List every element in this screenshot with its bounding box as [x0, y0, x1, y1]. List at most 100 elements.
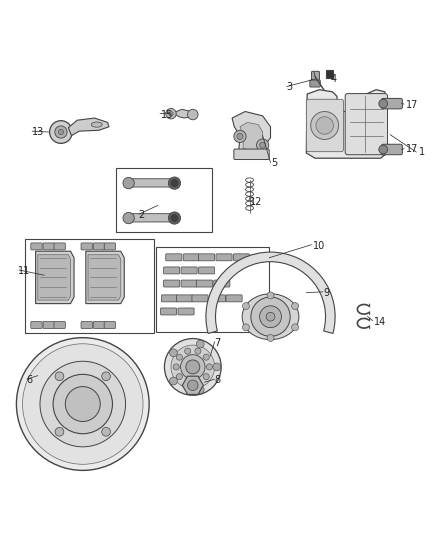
Circle shape — [267, 335, 274, 342]
Circle shape — [177, 374, 183, 379]
Polygon shape — [35, 251, 74, 304]
FancyBboxPatch shape — [226, 295, 242, 302]
Circle shape — [22, 344, 143, 464]
FancyBboxPatch shape — [209, 295, 226, 302]
Circle shape — [173, 364, 179, 370]
FancyBboxPatch shape — [177, 295, 193, 302]
Text: 13: 13 — [32, 127, 44, 137]
Circle shape — [58, 130, 64, 135]
Circle shape — [237, 133, 243, 140]
Circle shape — [257, 139, 269, 151]
Circle shape — [292, 303, 299, 310]
FancyBboxPatch shape — [214, 280, 230, 287]
Circle shape — [292, 324, 299, 331]
Circle shape — [123, 212, 134, 224]
FancyBboxPatch shape — [310, 80, 320, 87]
Text: 1: 1 — [419, 147, 425, 157]
Circle shape — [171, 215, 178, 222]
Circle shape — [260, 142, 266, 148]
Circle shape — [171, 345, 215, 389]
Circle shape — [213, 363, 221, 371]
FancyBboxPatch shape — [325, 70, 333, 78]
Circle shape — [180, 354, 205, 379]
FancyBboxPatch shape — [81, 243, 92, 250]
Ellipse shape — [91, 122, 102, 127]
Circle shape — [49, 120, 72, 143]
Circle shape — [168, 212, 180, 224]
FancyBboxPatch shape — [104, 243, 116, 250]
Circle shape — [311, 111, 339, 140]
Polygon shape — [68, 118, 109, 135]
FancyBboxPatch shape — [181, 280, 197, 287]
Circle shape — [102, 372, 110, 381]
Circle shape — [316, 117, 333, 134]
Circle shape — [266, 312, 275, 321]
Polygon shape — [240, 123, 263, 151]
Circle shape — [185, 348, 191, 354]
FancyBboxPatch shape — [104, 321, 116, 328]
Circle shape — [185, 379, 191, 386]
Text: 17: 17 — [406, 144, 418, 155]
Circle shape — [203, 354, 209, 360]
FancyBboxPatch shape — [183, 254, 199, 261]
FancyBboxPatch shape — [43, 243, 54, 250]
Text: 10: 10 — [313, 240, 325, 251]
FancyBboxPatch shape — [54, 243, 65, 250]
Circle shape — [379, 99, 388, 108]
Text: 4: 4 — [330, 74, 336, 84]
Circle shape — [187, 109, 198, 120]
Polygon shape — [173, 109, 192, 118]
Polygon shape — [306, 90, 387, 158]
FancyBboxPatch shape — [198, 254, 215, 261]
Polygon shape — [86, 251, 124, 304]
Text: 2: 2 — [138, 210, 145, 220]
FancyBboxPatch shape — [128, 214, 174, 222]
FancyBboxPatch shape — [181, 267, 197, 274]
Circle shape — [234, 130, 246, 142]
Circle shape — [187, 380, 198, 391]
FancyBboxPatch shape — [163, 280, 180, 287]
Text: 14: 14 — [374, 317, 387, 327]
Text: 11: 11 — [18, 266, 30, 276]
FancyBboxPatch shape — [81, 321, 92, 328]
Circle shape — [16, 338, 149, 471]
FancyBboxPatch shape — [163, 267, 180, 274]
Circle shape — [186, 360, 200, 374]
FancyBboxPatch shape — [198, 267, 215, 274]
FancyBboxPatch shape — [345, 94, 388, 155]
Text: 5: 5 — [272, 158, 278, 167]
FancyBboxPatch shape — [178, 308, 194, 315]
Circle shape — [251, 297, 290, 336]
Circle shape — [195, 348, 201, 354]
Circle shape — [169, 111, 173, 116]
Text: 3: 3 — [287, 83, 293, 93]
Text: 12: 12 — [250, 197, 262, 207]
Circle shape — [267, 292, 274, 299]
FancyBboxPatch shape — [311, 71, 319, 83]
Circle shape — [102, 427, 110, 436]
Circle shape — [53, 374, 113, 434]
FancyBboxPatch shape — [128, 179, 174, 187]
FancyBboxPatch shape — [216, 254, 232, 261]
Text: 6: 6 — [26, 375, 32, 385]
Circle shape — [164, 338, 221, 395]
Circle shape — [65, 386, 100, 422]
FancyBboxPatch shape — [93, 243, 105, 250]
FancyBboxPatch shape — [54, 321, 65, 328]
Text: 17: 17 — [406, 100, 418, 110]
FancyBboxPatch shape — [381, 144, 403, 155]
Circle shape — [171, 180, 178, 187]
Circle shape — [177, 354, 183, 360]
Circle shape — [55, 372, 64, 381]
Polygon shape — [232, 111, 271, 157]
Circle shape — [40, 361, 126, 447]
Circle shape — [195, 379, 201, 386]
Circle shape — [243, 303, 249, 310]
Circle shape — [170, 349, 177, 357]
Circle shape — [379, 145, 388, 154]
Circle shape — [55, 427, 64, 436]
Circle shape — [260, 306, 282, 328]
FancyBboxPatch shape — [31, 321, 42, 328]
Circle shape — [243, 324, 249, 331]
FancyBboxPatch shape — [160, 308, 177, 315]
